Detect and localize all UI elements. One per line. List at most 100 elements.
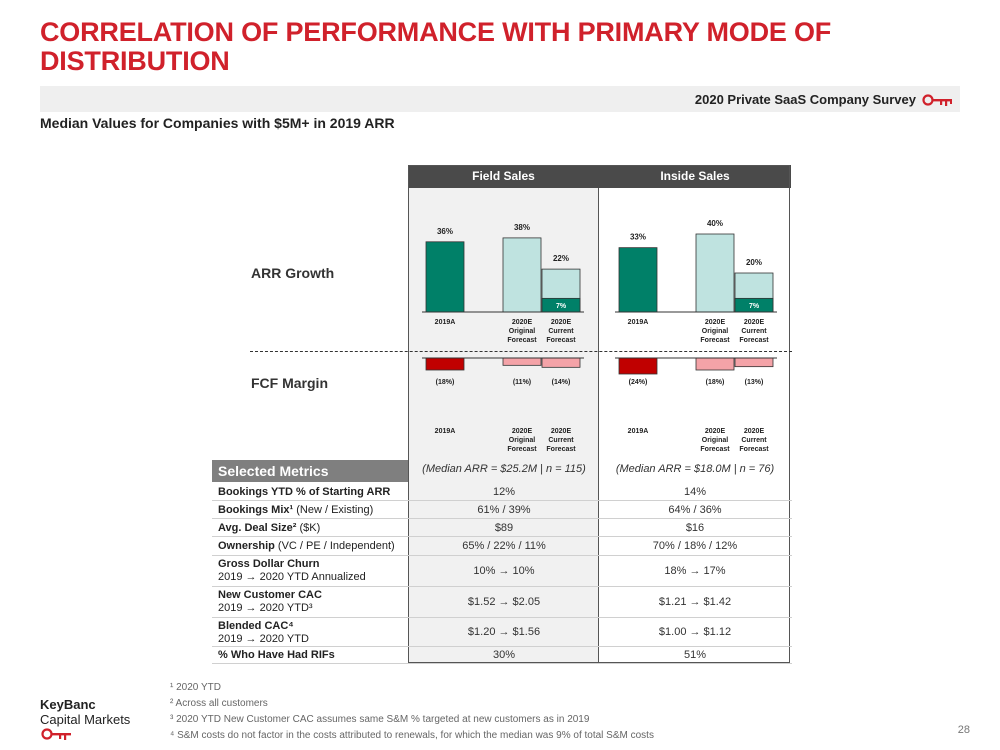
metric-label: % Who Have Had RIFs [218,649,335,662]
category-tick-label: 2020E [512,428,533,435]
footnote: ⁴ S&M costs do not factor in the costs a… [170,730,654,741]
metric-label: Bookings YTD % of Starting ARR [218,486,390,499]
metric-label-bold: New Customer CAC [218,589,322,601]
key-icon [41,728,71,740]
columns-frame [408,165,790,663]
fcf-bar [734,357,774,368]
metric-value-inside-sales: $1.00 → $1.12 [658,626,732,638]
arr-inner-label: 7% [556,303,567,310]
category-tick-label: 2020E [705,428,726,435]
footnote: ² Across all customers [170,698,268,709]
category-tick-label: 2020E [512,319,533,326]
metric-row: % Who Have Had RIFs 30% 51% [212,647,792,664]
metric-label-bold: Bookings YTD % of Starting ARR [218,486,391,498]
fcf-bar-label: (18%) [706,379,725,386]
arr-inner-label: 7% [749,303,760,310]
category-tick-label: 2019A [628,428,649,435]
metric-label-bold: Ownership [218,540,275,552]
fcf-margin-label: FCF Margin [251,375,328,391]
metric-label-bold: Blended CAC⁴ [218,620,294,632]
arr-bar [425,241,465,313]
category-tick-label: Forecast [700,446,730,453]
footnote: ³ 2020 YTD New Customer CAC assumes same… [170,714,590,725]
metric-label: Ownership (VC / PE / Independent) [218,540,395,553]
fcf-bar-label: (24%) [629,379,648,386]
metric-value-field-sales: 10% → 10% [473,565,535,577]
category-tick-label: Forecast [546,337,576,344]
metric-value-field-sales: 12% [492,486,516,498]
metric-row: New Customer CAC 2019 → 2020 YTD³ $1.52 → … [212,587,792,618]
logo-line1: KeyBanc [40,697,96,712]
arr-growth-label: ARR Growth [251,265,335,281]
category-tick-label: Forecast [507,446,537,453]
metric-value-inside-sales: 64% / 36% [668,504,722,516]
page-title: CORRELATION OF PERFORMANCE WITH PRIMARY … [40,17,832,76]
keybanc-logo: KeyBanc Capital Markets [40,697,130,744]
metric-label-line2: 2019 → 2020 YTD [218,633,309,645]
metric-label-line2: 2019 → 2020 YTD Annualized [218,571,366,583]
metric-value-field-sales: 30% [492,649,516,661]
metric-label-bold: % Who Have Had RIFs [218,649,335,661]
category-tick-label: Forecast [739,337,769,344]
category-tick-label: 2020E [551,428,572,435]
category-tick-label: Original [702,437,729,444]
metric-label-bold: Avg. Deal Size² [218,522,297,534]
dashed-separator [250,351,792,352]
category-tick-label: 2019A [435,428,456,435]
category-tick-label: Forecast [546,446,576,453]
metric-label-detail: (New / Existing) [293,504,374,516]
category-tick-label: Forecast [739,446,769,453]
metric-value-inside-sales: 70% / 18% / 12% [652,540,738,552]
arr-bar-label: 36% [437,227,453,236]
category-tick-label: Current [741,437,767,444]
metric-value-inside-sales: 14% [683,486,707,498]
metric-row: Avg. Deal Size² ($K) $89 $16 [212,519,792,537]
category-tick-label: 2020E [744,428,765,435]
category-tick-label: Original [509,437,536,444]
arr-bar [502,237,542,313]
metric-row: Ownership (VC / PE / Independent) 65% / 2… [212,537,792,556]
metric-label: New Customer CAC 2019 → 2020 YTD³ [218,589,322,615]
fcf-bar-label: (14%) [552,379,571,386]
arr-bar-label: 22% [553,254,569,263]
arr-bar-label: 38% [514,223,530,232]
category-tick-label: Forecast [507,337,537,344]
metric-row: Gross Dollar Churn 2019 → 2020 YTD Annual… [212,556,792,587]
metric-value-field-sales: $1.20 → $1.56 [467,626,541,638]
fcf-bar [541,357,581,368]
category-tick-label: Forecast [700,337,730,344]
metric-value-inside-sales: 51% [683,649,707,661]
survey-banner: 2020 Private SaaS Company Survey [40,86,960,112]
category-tick-label: Current [548,328,574,335]
field-median-note: (Median ARR = $25.2M | n = 115) [422,463,586,475]
metric-value-field-sales: $1.52 → $2.05 [467,596,541,608]
column-header-inside-sales: Inside Sales [660,169,730,183]
page-number: 28 [957,724,970,736]
column-header-bar [408,165,791,188]
category-tick-label: Current [548,437,574,444]
metric-row: Bookings Mix¹ (New / Existing) 61% / 39% 6… [212,501,792,519]
metric-label-bold: Gross Dollar Churn [218,558,320,570]
metrics-header: Selected Metrics [212,460,408,482]
inside-median-note: (Median ARR = $18.0M | n = 76) [615,463,775,475]
metric-label: Gross Dollar Churn 2019 → 2020 YTD Annual… [218,558,366,584]
arr-bar-label: 20% [746,258,762,267]
column-header-field-sales: Field Sales [472,169,535,183]
footnote: ¹ 2020 YTD [170,682,221,693]
metric-label-detail: (VC / PE / Independent) [274,540,395,552]
category-tick-label: Original [702,328,729,335]
arr-bar-label: 33% [630,233,646,242]
footnotes: ¹ 2020 YTD ² Across all customers ³ 2020… [170,680,654,744]
metric-value-inside-sales: $16 [685,522,705,534]
fcf-bar [618,357,658,375]
metric-value-inside-sales: 18% → 17% [664,565,726,577]
metric-label-detail: ($K) [296,522,321,534]
metric-value-field-sales: 61% / 39% [477,504,531,516]
category-tick-label: 2019A [628,319,649,326]
column-divider [598,188,599,663]
arr-bar-label: 40% [707,219,723,228]
category-tick-label: Current [741,328,767,335]
metric-value-inside-sales: $1.21 → $1.42 [658,596,732,608]
key-icon [922,94,952,106]
metric-row: Bookings YTD % of Starting ARR 12% 14% [212,483,792,501]
